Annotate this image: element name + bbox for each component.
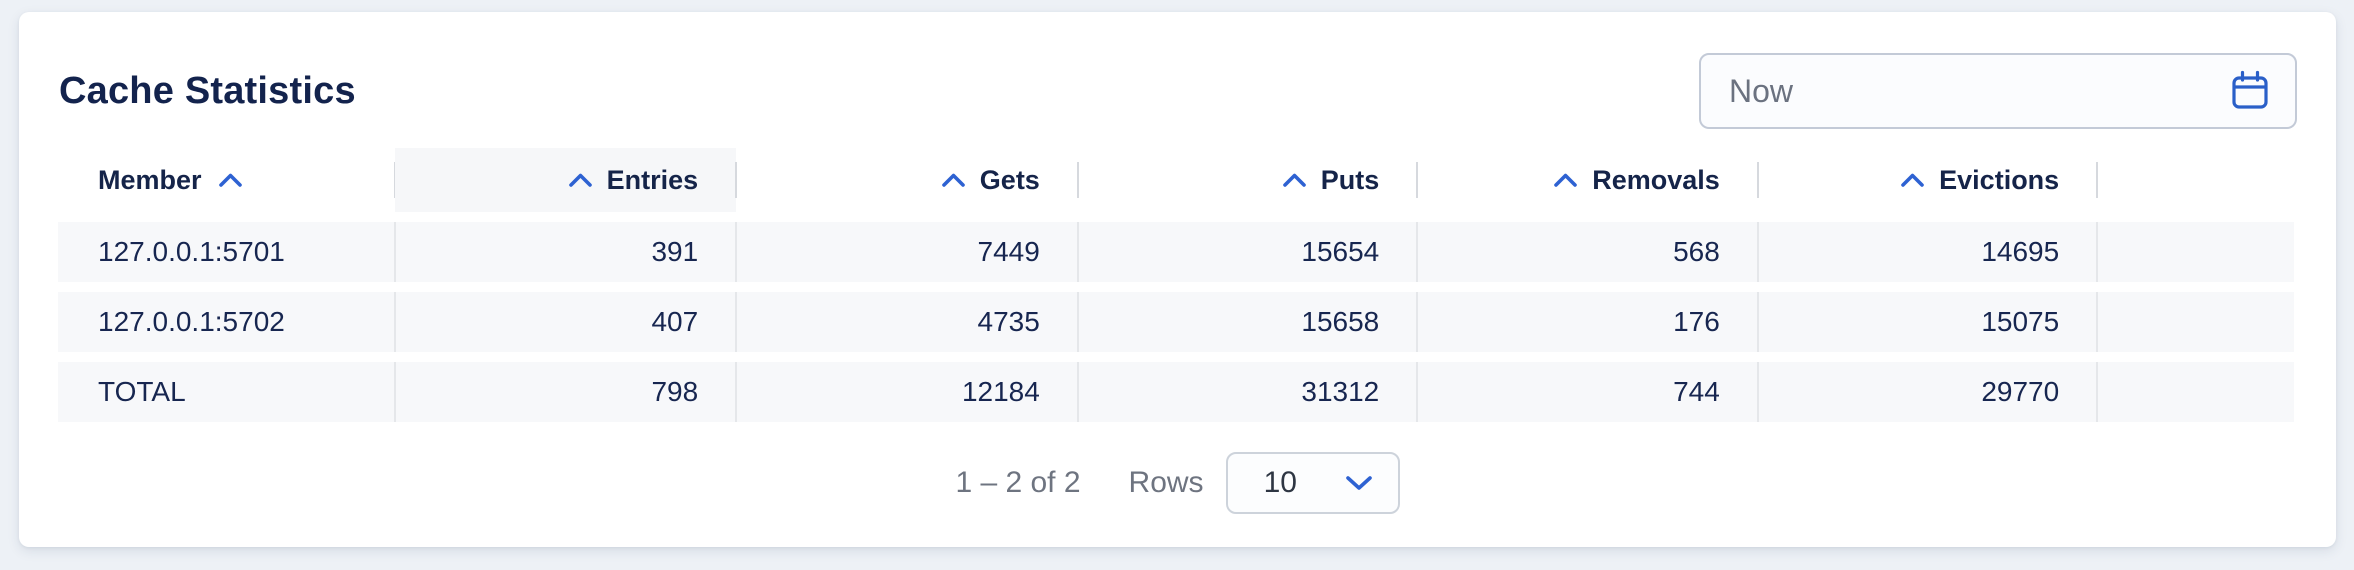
entries-cell: 391: [395, 222, 737, 282]
sort-caret-up-icon: [1282, 172, 1307, 188]
member-cell: 127.0.0.1:5701: [58, 222, 396, 282]
column-header-member[interactable]: Member: [58, 148, 396, 212]
chevron-down-icon: [1344, 474, 1374, 492]
rows-per-page-label: Rows: [1128, 466, 1204, 499]
entries-cell: 798: [395, 362, 737, 422]
member-cell: 127.0.0.1:5702: [58, 292, 396, 352]
table-header-row: Member Entries Gets: [58, 148, 2294, 212]
time-filter-field[interactable]: [1699, 53, 2297, 129]
entries-cell: 407: [395, 292, 737, 352]
sort-caret-up-icon: [218, 172, 243, 188]
column-header-evictions[interactable]: Evictions: [1758, 148, 2099, 212]
page-title: Cache Statistics: [59, 69, 356, 112]
rows-per-page-value: 10: [1263, 466, 1297, 499]
column-header-label: Evictions: [1939, 164, 2060, 195]
column-header-entries[interactable]: Entries: [394, 148, 737, 212]
gets-cell: 4735: [736, 292, 1079, 352]
evictions-cell: 14695: [1758, 222, 2099, 282]
calendar-icon[interactable]: [2227, 68, 2273, 114]
table-row: 127.0.0.1:5701 391 7449 15654 568 14695: [58, 222, 2294, 282]
gets-cell: 12184: [736, 362, 1079, 422]
pagination-bar: 1 – 2 of 2 Rows 10: [19, 452, 2336, 514]
evictions-cell: 15075: [1758, 292, 2099, 352]
member-cell: TOTAL: [58, 362, 396, 422]
column-header-gets[interactable]: Gets: [736, 148, 1079, 212]
evictions-cell: 29770: [1758, 362, 2099, 422]
puts-cell: 31312: [1078, 362, 1419, 422]
cache-statistics-panel: Cache Statistics Member: [19, 12, 2336, 547]
sort-caret-up-icon: [568, 172, 593, 188]
sort-caret-up-icon: [1900, 172, 1925, 188]
table-row: 127.0.0.1:5702 407 4735 15658 176 15075: [58, 292, 2294, 352]
column-header-puts[interactable]: Puts: [1078, 148, 1419, 212]
puts-cell: 15654: [1078, 222, 1419, 282]
sort-caret-up-icon: [1553, 172, 1578, 188]
table-total-row: TOTAL 798 12184 31312 744 29770: [58, 362, 2294, 422]
panel-header: Cache Statistics: [59, 53, 2297, 129]
column-header-label: Gets: [979, 164, 1040, 195]
column-header-label: Puts: [1320, 164, 1380, 195]
sort-caret-up-icon: [941, 172, 966, 188]
puts-cell: 15658: [1078, 292, 1419, 352]
time-filter-input[interactable]: [1729, 72, 2227, 110]
column-header-label: Entries: [606, 164, 699, 195]
removals-cell: 568: [1417, 222, 1759, 282]
pagination-range: 1 – 2 of 2: [955, 466, 1081, 499]
spacer-cell: [2097, 222, 2294, 282]
column-header-removals[interactable]: Removals: [1417, 148, 1759, 212]
cache-statistics-table: Member Entries Gets: [58, 148, 2294, 422]
spacer-cell: [2097, 292, 2294, 352]
column-header-spacer: [2097, 148, 2294, 212]
gets-cell: 7449: [736, 222, 1079, 282]
removals-cell: 176: [1417, 292, 1759, 352]
rows-per-page-select[interactable]: 10: [1225, 452, 1400, 514]
column-header-label: Member: [98, 164, 202, 195]
column-header-label: Removals: [1592, 164, 1720, 195]
spacer-cell: [2097, 362, 2294, 422]
removals-cell: 744: [1417, 362, 1759, 422]
